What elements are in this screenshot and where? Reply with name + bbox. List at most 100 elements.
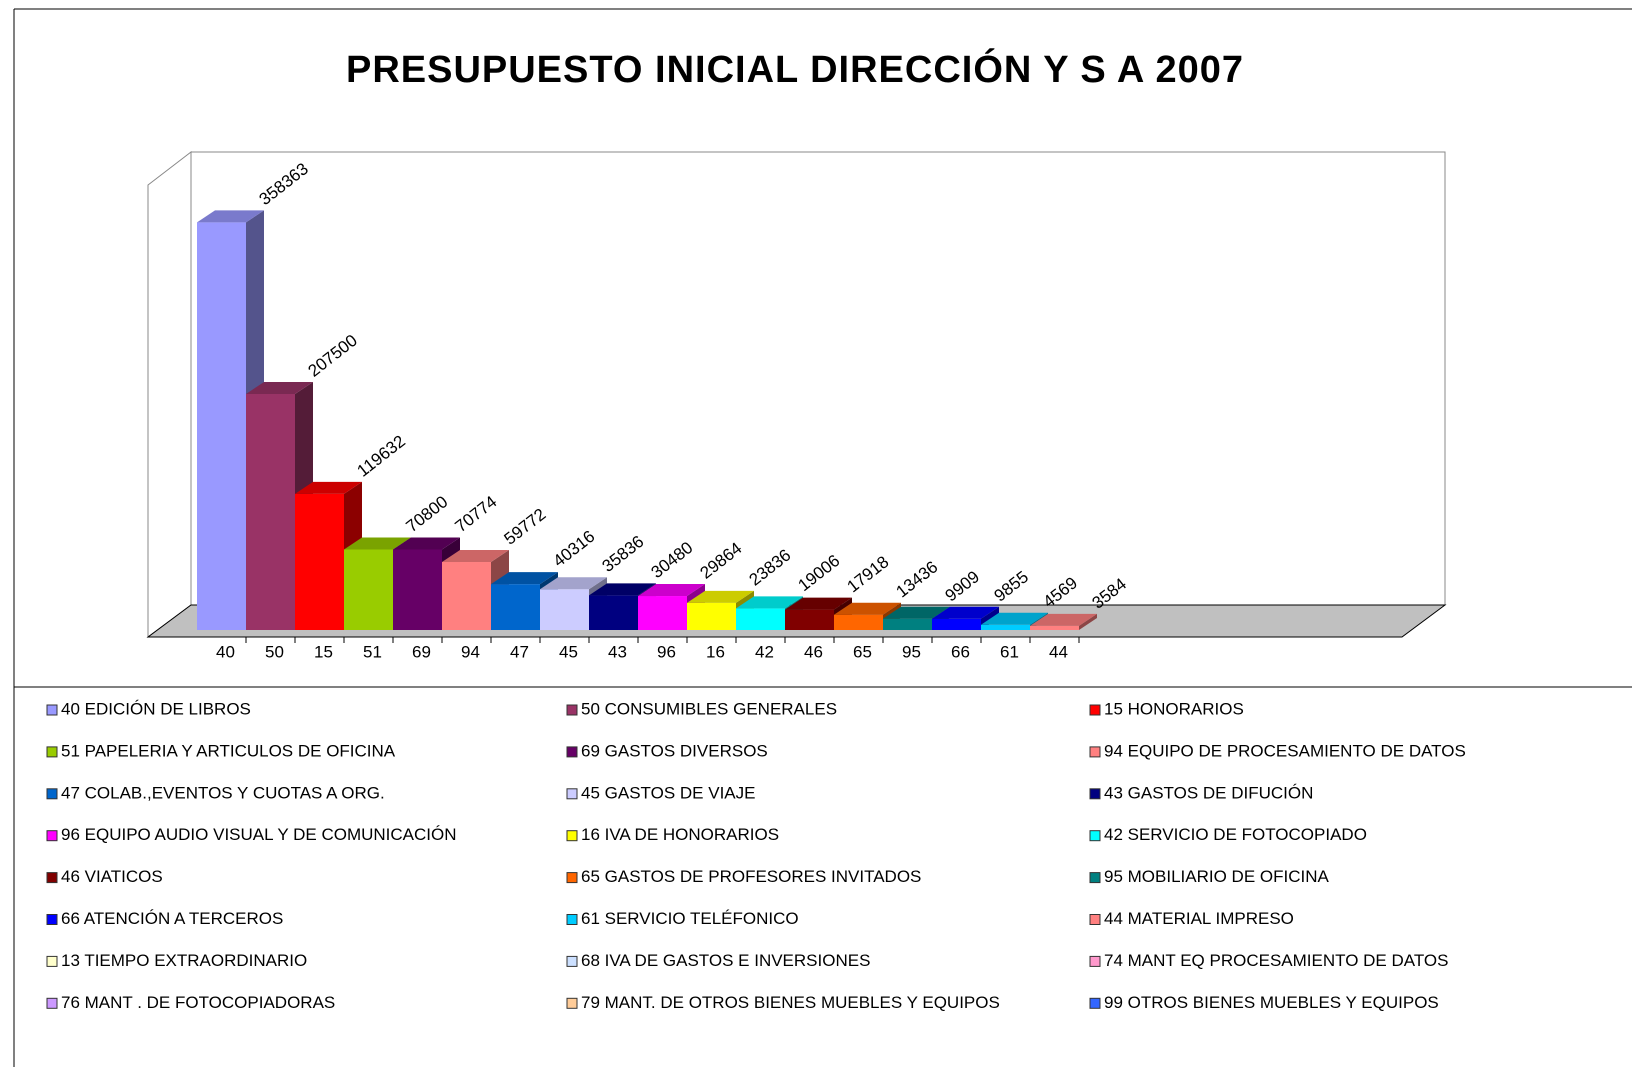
legend-swatch xyxy=(1089,955,1101,967)
legend-swatch xyxy=(1089,997,1101,1009)
legend-swatch xyxy=(1089,872,1101,884)
x-tick-label: 95 xyxy=(902,642,921,661)
legend-label: 46 VIATICOS xyxy=(61,867,163,886)
bar-top xyxy=(1030,613,1097,626)
legend-swatch xyxy=(566,746,578,758)
x-tick-label: 42 xyxy=(755,642,774,661)
legend-label: 68 IVA DE GASTOS E INVERSIONES xyxy=(581,951,870,970)
bar xyxy=(295,493,344,630)
bar xyxy=(932,618,981,630)
x-tick-label: 46 xyxy=(804,642,823,661)
bar-top xyxy=(246,381,313,394)
x-tick-label: 51 xyxy=(363,642,382,661)
legend-swatch xyxy=(46,746,58,758)
legend-swatch xyxy=(46,997,58,1009)
bar xyxy=(491,584,540,630)
legend-swatch xyxy=(1089,914,1101,925)
legend-label: 51 PAPELERIA Y ARTICULOS DE OFICINA xyxy=(61,741,396,760)
legend-swatch xyxy=(1089,746,1101,758)
legend-label: 47 COLAB.,EVENTOS Y CUOTAS A ORG. xyxy=(61,783,385,802)
chart-title: PRESUPUESTO INICIAL DIRECCIÓN Y S A 2007 xyxy=(346,47,1244,91)
x-tick-label: 47 xyxy=(510,642,529,661)
bar-top xyxy=(589,583,656,596)
bar xyxy=(246,393,295,630)
legend-label: 16 IVA DE HONORARIOS xyxy=(581,825,779,844)
legend-swatch xyxy=(46,830,58,842)
legend-label: 43 GASTOS DE DIFUCIÓN xyxy=(1104,783,1313,802)
legend-label: 45 GASTOS DE VIAJE xyxy=(581,783,755,802)
legend-swatch xyxy=(1089,788,1101,800)
x-tick-label: 96 xyxy=(657,642,676,661)
bar-top xyxy=(883,606,950,619)
bar-top xyxy=(491,572,558,585)
x-tick-label: 69 xyxy=(412,642,431,661)
legend-label: 44 MATERIAL IMPRESO xyxy=(1104,909,1294,928)
legend-swatch xyxy=(566,955,578,967)
bar-top xyxy=(785,597,852,610)
legend-label: 15 HONORARIOS xyxy=(1104,699,1244,718)
legend-label: 99 OTROS BIENES MUEBLES Y EQUIPOS xyxy=(1104,993,1439,1012)
legend-label: 40 EDICIÓN DE LIBROS xyxy=(61,699,251,718)
legend-swatch xyxy=(566,788,578,800)
legend-label: 61 SERVICIO TELÉFONICO xyxy=(581,909,799,928)
legend-label: 74 MANT EQ PROCESAMIENTO DE DATOS xyxy=(1104,951,1448,970)
legend-swatch xyxy=(1089,704,1101,716)
legend-label: 13 TIEMPO EXTRAORDINARIO xyxy=(61,951,307,970)
back-wall xyxy=(190,151,1446,606)
legend-label: 96 EQUIPO AUDIO VISUAL Y DE COMUNICACIÓN xyxy=(61,825,457,844)
bar xyxy=(442,562,491,630)
legend-swatch xyxy=(46,788,58,800)
legend-swatch xyxy=(566,872,578,884)
bar xyxy=(344,549,393,630)
x-tick-label: 94 xyxy=(461,642,480,661)
bar xyxy=(540,589,589,630)
legend-label: 65 GASTOS DE PROFESORES INVITADOS xyxy=(581,867,921,886)
legend-label: 42 SERVICIO DE FOTOCOPIADO xyxy=(1104,825,1367,844)
legend-label: 69 GASTOS DIVERSOS xyxy=(581,741,768,760)
legend-label: 79 MANT. DE OTROS BIENES MUEBLES Y EQUIP… xyxy=(581,993,1000,1012)
legend-swatch xyxy=(1089,830,1101,842)
bar-top xyxy=(393,537,460,550)
bar xyxy=(834,614,883,630)
bar-top xyxy=(981,612,1048,625)
bar-top xyxy=(197,210,264,223)
legend-swatch xyxy=(46,704,58,716)
bar-top xyxy=(736,596,803,609)
side-wall xyxy=(147,150,192,638)
legend-swatch xyxy=(566,830,578,842)
legend-swatch xyxy=(46,872,58,884)
legend-swatch xyxy=(46,914,58,925)
bar xyxy=(883,618,932,630)
bar-top xyxy=(834,602,901,615)
x-tick-label: 61 xyxy=(1000,642,1019,661)
x-tick-label: 65 xyxy=(853,642,872,661)
bar-top xyxy=(638,584,705,597)
bar xyxy=(1030,625,1079,630)
legend-label: 95 MOBILIARIO DE OFICINA xyxy=(1104,867,1329,886)
x-tick-label: 66 xyxy=(951,642,970,661)
bar xyxy=(197,222,246,630)
bar xyxy=(736,608,785,630)
x-tick-label: 40 xyxy=(216,642,235,661)
bar-top xyxy=(442,550,509,563)
bar xyxy=(785,609,834,630)
bar-top xyxy=(344,537,411,550)
x-tick-label: 50 xyxy=(265,642,284,661)
x-tick-label: 45 xyxy=(559,642,578,661)
legend-label: 76 MANT . DE FOTOCOPIADORAS xyxy=(61,993,335,1012)
legend-swatch xyxy=(566,997,578,1009)
legend-swatch xyxy=(46,955,58,967)
legend-label: 66 ATENCIÓN A TERCEROS xyxy=(61,909,283,928)
x-tick-label: 15 xyxy=(314,642,333,661)
bar xyxy=(981,624,1030,630)
bar xyxy=(687,602,736,630)
bar xyxy=(638,596,687,630)
bar xyxy=(589,595,638,630)
bar-top xyxy=(540,577,607,590)
bar-top xyxy=(932,606,999,619)
legend-label: 50 CONSUMIBLES GENERALES xyxy=(581,699,837,718)
bar xyxy=(393,549,442,630)
legend-label: 94 EQUIPO DE PROCESAMIENTO DE DATOS xyxy=(1104,741,1466,760)
x-tick-label: 16 xyxy=(706,642,725,661)
